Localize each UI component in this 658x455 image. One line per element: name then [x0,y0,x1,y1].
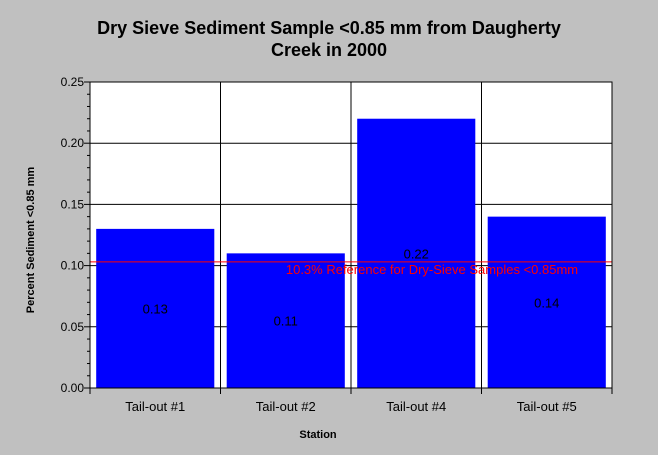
x-axis-label: Station [299,429,337,441]
y-tick-label: 0.25 [61,75,85,89]
bar-value-label: 0.13 [143,301,168,316]
y-tick-label: 0.00 [61,381,85,395]
y-tick-label: 0.10 [61,259,85,273]
bar [487,216,606,388]
bar-value-label: 0.14 [534,295,559,310]
data-labels: 0.13 0.11 0.22 0.14 [143,246,560,328]
reference-line-group: 10.3% Reference for Dry-Sieve Samples <0… [90,261,612,277]
bars [96,118,606,388]
x-tick-label: Tail-out #5 [517,399,577,414]
chart-title-line-2: Creek in 2000 [271,40,387,60]
bar-value-label: 0.22 [404,246,429,261]
y-axis-label: Percent Sediment <0.85 mm [25,167,37,314]
x-tick-label: Tail-out #1 [125,399,185,414]
x-tick-label: Tail-out #2 [256,399,316,414]
x-tick-label: Tail-out #4 [386,399,446,414]
bar-value-label: 0.11 [274,314,298,329]
bar [357,118,476,388]
plot-border [89,81,613,389]
y-tick-label: 0.15 [61,197,85,211]
y-tick-label: 0.20 [61,136,85,150]
bar [226,253,345,388]
axes: 0.00 0.05 0.10 0.15 0.20 0.25 Tail-out #1 Tail-… [61,75,613,414]
bar [96,228,215,388]
reference-line-label: 10.3% Reference for Dry-Sieve Samples <0… [286,262,578,277]
y-tick-label: 0.05 [61,320,85,334]
chart-title-line-1: Dry Sieve Sediment Sample <0.85 mm from … [97,18,561,38]
